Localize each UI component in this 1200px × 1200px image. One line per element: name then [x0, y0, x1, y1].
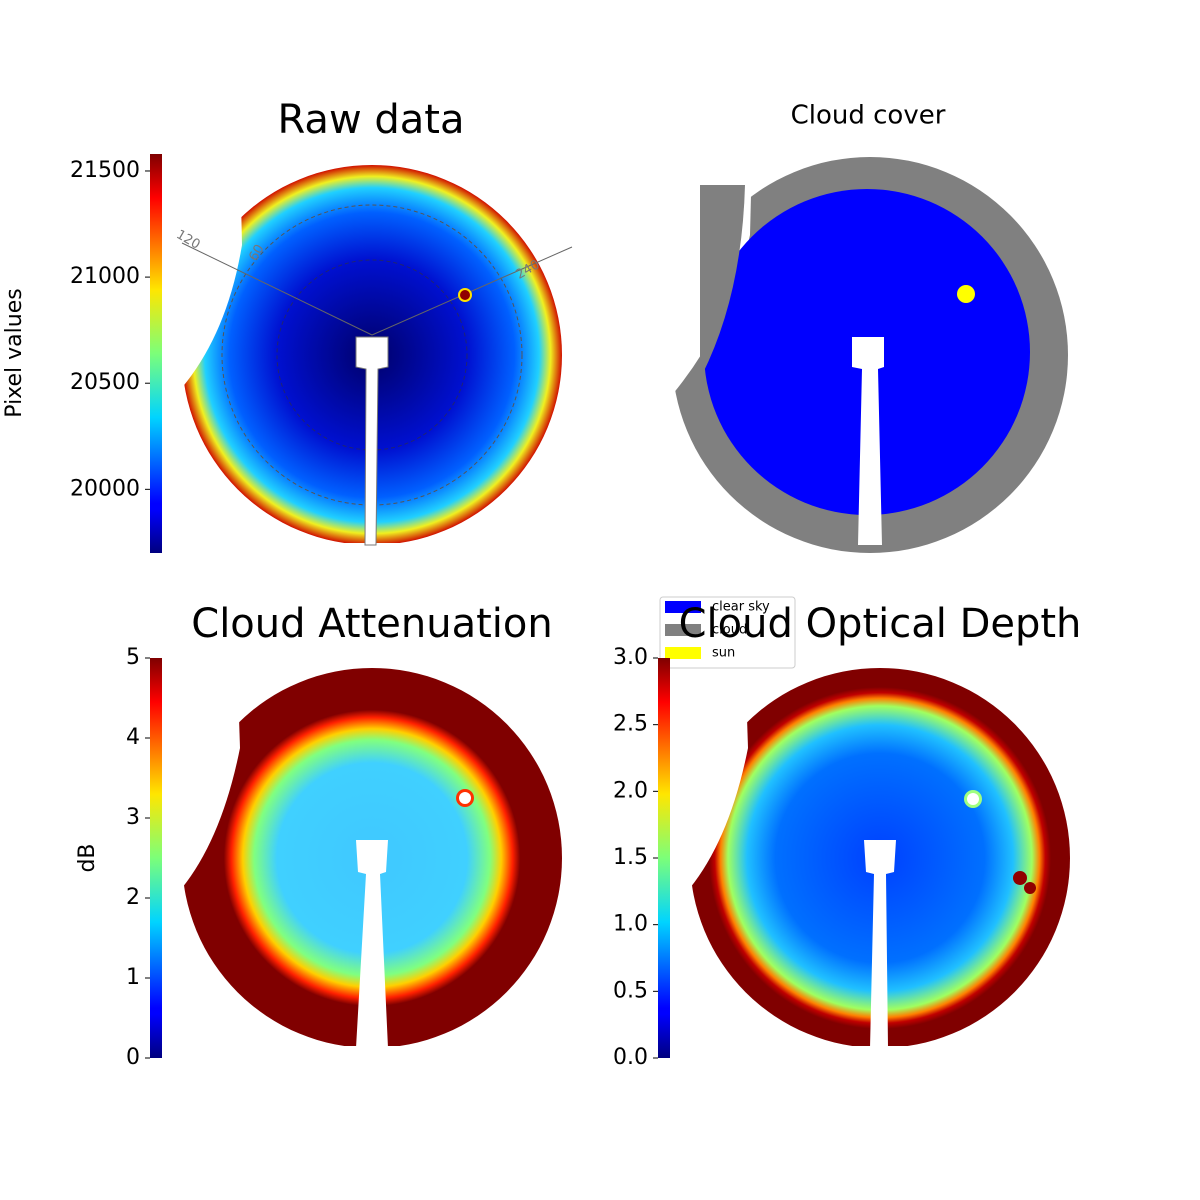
- colorbar-tick-label: 2.5: [613, 712, 648, 737]
- colorbar-tick-label: 1: [126, 965, 140, 990]
- colorbar-tick-label: 3: [126, 805, 140, 830]
- cloud-cover-image: [670, 155, 1070, 563]
- colorbar-tick-label: 5: [126, 645, 140, 670]
- polar-label: 60: [246, 242, 267, 264]
- colorbar-tick-label: 1.0: [613, 912, 648, 937]
- colorbar: [150, 658, 162, 1058]
- colorbar-tick-label: 21500: [70, 158, 140, 183]
- colorbar-tick-label: 0.5: [613, 978, 648, 1003]
- raw-image: [172, 155, 573, 563]
- colorbar: [150, 154, 162, 553]
- colorbar-tick-label: 2: [126, 885, 140, 910]
- legend-swatch: [665, 624, 701, 636]
- colorbar-label: Pixel values: [2, 288, 27, 417]
- panel-title: Raw data: [278, 97, 465, 143]
- panel-title: Cloud Optical Depth: [679, 601, 1082, 647]
- colorbar-tick-label: 0: [126, 1045, 140, 1070]
- colorbar-tick-label: 0.0: [613, 1045, 648, 1070]
- optical-depth-image: [680, 658, 1080, 1066]
- attenuation-image: [172, 658, 572, 1066]
- colorbar-tick-label: 20000: [70, 476, 140, 501]
- colorbar-label: dB: [75, 843, 100, 872]
- legend-swatch: [665, 647, 701, 659]
- legend-label: sun: [712, 646, 735, 661]
- colorbar-tick-label: 3.0: [613, 645, 648, 670]
- colorbar-tick-label: 1.5: [613, 845, 648, 870]
- panel-title: Cloud Attenuation: [191, 601, 552, 647]
- legend-label: clear sky: [712, 600, 770, 615]
- colorbar: [658, 658, 670, 1058]
- legend-label: cloud: [712, 623, 747, 638]
- colorbar-tick-label: 20500: [70, 370, 140, 395]
- panel-title: Cloud cover: [791, 101, 946, 131]
- colorbar-tick-label: 2.0: [613, 778, 648, 803]
- colorbar-tick-label: 21000: [70, 264, 140, 289]
- colorbar-tick-label: 4: [126, 725, 140, 750]
- legend-swatch: [665, 601, 701, 613]
